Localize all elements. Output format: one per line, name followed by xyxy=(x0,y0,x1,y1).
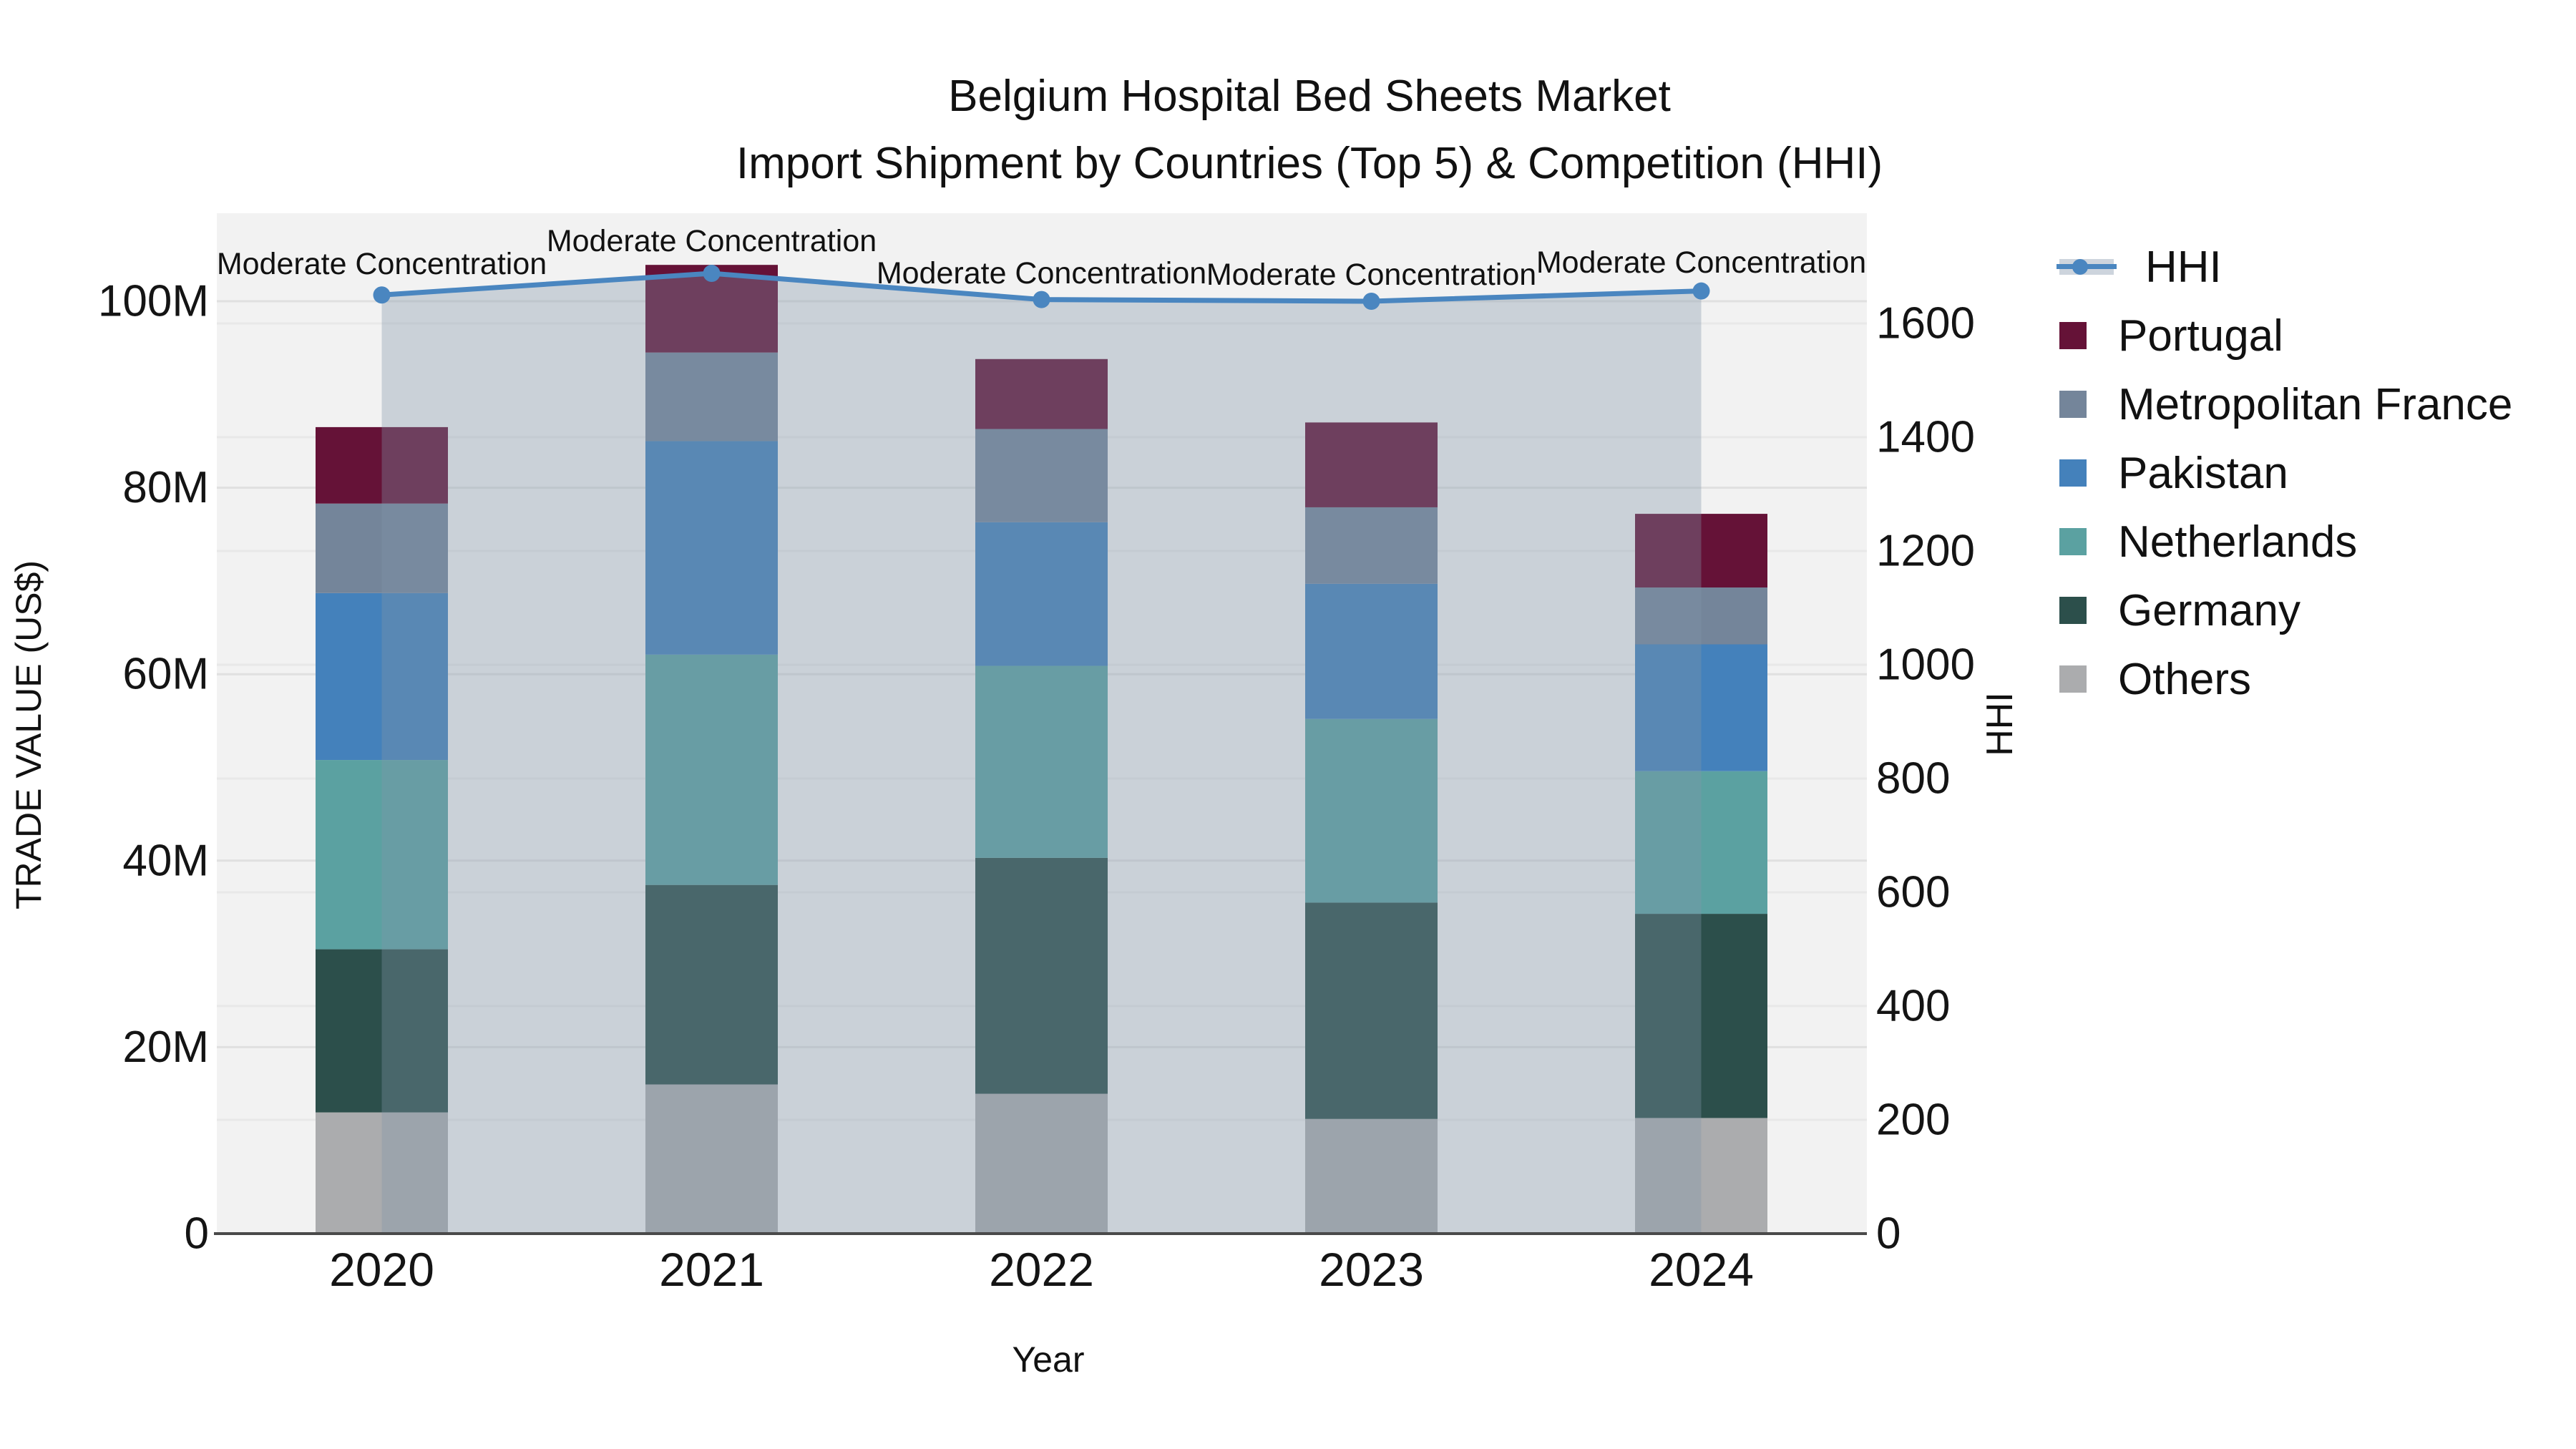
bar-segment-2023-metropolitan-france xyxy=(1305,507,1438,584)
legend-swatch-metropolitan-france xyxy=(2059,391,2087,418)
hhi-marker-2022 xyxy=(1033,291,1050,308)
y2-tick-label-1200: 1200 xyxy=(1876,527,1975,576)
legend-label-portugal: Portugal xyxy=(2118,311,2283,361)
y-tick-label-60M: 60M xyxy=(122,650,209,699)
hhi-marker-2021 xyxy=(703,265,721,283)
y2-tick-label-200: 200 xyxy=(1876,1096,1950,1145)
y2-tick-label-0: 0 xyxy=(1876,1209,1901,1259)
legend-label-germany: Germany xyxy=(2118,585,2301,635)
y2-tick-label-800: 800 xyxy=(1876,754,1950,804)
x-axis-title: Year xyxy=(1012,1340,1085,1380)
legend-item-pakistan: Pakistan xyxy=(2059,439,2512,507)
bar-segment-2020-germany xyxy=(316,949,448,1113)
bar-segment-2024-metropolitan-france xyxy=(1635,587,1767,645)
annotation-2021: Moderate Concentration xyxy=(547,224,877,258)
y2-tick-label-1000: 1000 xyxy=(1876,640,1975,690)
legend-item-metropolitan-france: Metropolitan France xyxy=(2059,370,2512,439)
y2-axis-tick-labels: 0 200 400 600 800 1000 1200 1400 1600 xyxy=(1876,299,1975,1259)
bar-segment-2024-others xyxy=(1635,1118,1767,1234)
hhi-marker-2023 xyxy=(1362,292,1380,310)
bar-segment-2023-portugal xyxy=(1305,422,1438,507)
y-tick-label-80M: 80M xyxy=(122,463,209,512)
bar-segment-2020-others xyxy=(316,1112,448,1234)
bar-segment-2023-pakistan xyxy=(1305,583,1438,719)
bar-segment-2022-metropolitan-france xyxy=(975,429,1108,522)
hhi-marker-2020 xyxy=(373,286,391,304)
chart-title-line2: Import Shipment by Countries (Top 5) & C… xyxy=(736,139,1883,188)
bar-segment-2024-netherlands xyxy=(1635,771,1767,914)
hhi-marker-2024 xyxy=(1692,282,1710,300)
legend-label-others: Others xyxy=(2118,654,2252,704)
legend-swatch-netherlands xyxy=(2059,528,2087,555)
bar-segment-2022-netherlands xyxy=(975,665,1108,858)
chart-title-line1: Belgium Hospital Bed Sheets Market xyxy=(948,72,1671,121)
legend: HHI Portugal Metropolitan France Pakista… xyxy=(2057,233,2512,713)
legend-swatch-pakistan xyxy=(2059,459,2087,487)
bar-segment-2020-pakistan xyxy=(316,592,448,761)
x-tick-label-2020: 2020 xyxy=(329,1243,434,1296)
y-tick-label-100M: 100M xyxy=(98,277,209,326)
legend-swatch-others xyxy=(2059,665,2087,693)
bar-segment-2022-others xyxy=(975,1093,1108,1234)
bar-segment-2021-metropolitan-france xyxy=(645,352,778,441)
y-tick-label-40M: 40M xyxy=(122,836,209,885)
bar-segment-2021-pakistan xyxy=(645,441,778,655)
bar-segment-2020-netherlands xyxy=(316,760,448,950)
bar-segment-2022-germany xyxy=(975,857,1108,1094)
legend-item-portugal: Portugal xyxy=(2059,301,2512,370)
legend-item-germany: Germany xyxy=(2059,576,2512,645)
bar-segment-2021-germany xyxy=(645,884,778,1085)
bar-segment-2024-pakistan xyxy=(1635,644,1767,771)
y2-tick-label-600: 600 xyxy=(1876,868,1950,917)
bar-segment-2022-portugal xyxy=(975,358,1108,429)
hhi-line-sample-icon xyxy=(2057,251,2117,283)
bar-segment-2023-germany xyxy=(1305,902,1438,1119)
y-axis-title: TRADE VALUE (US$) xyxy=(9,560,49,910)
bar-segment-2020-metropolitan-france xyxy=(316,503,448,593)
bars xyxy=(316,265,1767,1234)
x-tick-label-2021: 2021 xyxy=(659,1243,764,1296)
hhi-area xyxy=(381,273,1702,1234)
legend-label-pakistan: Pakistan xyxy=(2118,448,2288,498)
bar-segment-2024-portugal xyxy=(1635,514,1767,588)
x-tick-label-2023: 2023 xyxy=(1319,1243,1424,1296)
legend-item-hhi: HHI xyxy=(2057,233,2512,301)
legend-item-others: Others xyxy=(2059,645,2512,713)
legend-label-netherlands: Netherlands xyxy=(2118,517,2358,567)
legend-item-netherlands: Netherlands xyxy=(2059,507,2512,576)
bar-segment-2021-others xyxy=(645,1084,778,1234)
legend-label-hhi: HHI xyxy=(2145,242,2222,292)
y-tick-label-0: 0 xyxy=(185,1209,209,1259)
chart-title: Belgium Hospital Bed Sheets Market Impor… xyxy=(736,63,1883,197)
bar-segment-2022-pakistan xyxy=(975,522,1108,666)
bar-segment-2023-netherlands xyxy=(1305,718,1438,903)
x-tick-label-2022: 2022 xyxy=(989,1243,1094,1296)
bar-segment-2023-others xyxy=(1305,1118,1438,1234)
annotation-2023: Moderate Concentration xyxy=(1206,258,1536,292)
legend-swatch-germany xyxy=(2059,597,2087,624)
annotation-2024: Moderate Concentration xyxy=(1536,245,1866,280)
bar-segment-2020-portugal xyxy=(316,426,448,504)
bar-segment-2024-germany xyxy=(1635,914,1767,1118)
legend-label-metropolitan-france: Metropolitan France xyxy=(2118,379,2513,429)
hhi-marker-sample xyxy=(2072,259,2088,275)
annotation-2020: Moderate Concentration xyxy=(217,247,547,281)
y2-tick-label-1600: 1600 xyxy=(1876,299,1975,348)
y2-tick-label-400: 400 xyxy=(1876,982,1950,1031)
annotation-2022: Moderate Concentration xyxy=(877,256,1206,291)
legend-swatch-portugal xyxy=(2059,322,2087,349)
x-tick-label-2024: 2024 xyxy=(1649,1243,1754,1296)
y-axis-tick-labels: 0 20M 40M 60M 80M 100M xyxy=(98,277,209,1259)
y2-tick-label-1400: 1400 xyxy=(1876,413,1975,462)
x-axis-tick-labels: 2020 2021 2022 2023 2024 xyxy=(329,1243,1754,1296)
y-tick-label-20M: 20M xyxy=(122,1023,209,1072)
y2-axis-title: HHI xyxy=(1979,692,2021,756)
bar-segment-2021-netherlands xyxy=(645,654,778,885)
